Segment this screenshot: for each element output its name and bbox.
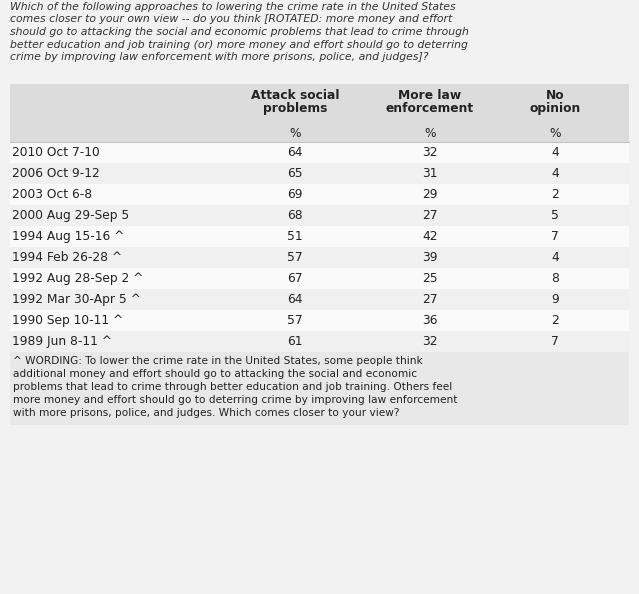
Text: 2: 2 <box>551 314 559 327</box>
Text: additional money and effort should go to attacking the social and economic: additional money and effort should go to… <box>13 369 417 379</box>
Text: Attack social: Attack social <box>250 89 339 102</box>
Text: Which of the following approaches to lowering the crime rate in the United State: Which of the following approaches to low… <box>10 2 456 12</box>
Text: 65: 65 <box>287 167 303 180</box>
Text: better education and job training (or) more money and effort should go to deterr: better education and job training (or) m… <box>10 39 468 49</box>
Text: 57: 57 <box>287 251 303 264</box>
Text: problems: problems <box>263 102 327 115</box>
Text: 1994 Aug 15-16 ^: 1994 Aug 15-16 ^ <box>12 230 125 243</box>
Text: 7: 7 <box>551 230 559 243</box>
Text: 5: 5 <box>551 209 559 222</box>
Text: 2006 Oct 9-12: 2006 Oct 9-12 <box>12 167 100 180</box>
Bar <box>10 268 629 289</box>
Text: 2003 Oct 6-8: 2003 Oct 6-8 <box>12 188 92 201</box>
Text: 27: 27 <box>422 209 438 222</box>
Bar <box>10 226 629 247</box>
Text: 68: 68 <box>287 209 303 222</box>
Text: 64: 64 <box>288 293 303 306</box>
Bar <box>10 352 629 425</box>
Text: 27: 27 <box>422 293 438 306</box>
Text: 31: 31 <box>422 167 438 180</box>
Text: 32: 32 <box>422 335 438 348</box>
Text: 57: 57 <box>287 314 303 327</box>
Text: 4: 4 <box>551 167 559 180</box>
Text: 32: 32 <box>422 146 438 159</box>
Text: 36: 36 <box>422 314 438 327</box>
Text: %: % <box>289 127 301 140</box>
Text: should go to attacking the social and economic problems that lead to crime throu: should go to attacking the social and ec… <box>10 27 469 37</box>
Bar <box>10 205 629 226</box>
Text: %: % <box>550 127 561 140</box>
Text: 2: 2 <box>551 188 559 201</box>
Text: 39: 39 <box>422 251 438 264</box>
Text: ^ WORDING: To lower the crime rate in the United States, some people think: ^ WORDING: To lower the crime rate in th… <box>13 356 422 366</box>
Text: 4: 4 <box>551 251 559 264</box>
Text: 69: 69 <box>288 188 303 201</box>
Bar <box>10 184 629 205</box>
Text: comes closer to your own view -- do you think [ROTATED: more money and effort: comes closer to your own view -- do you … <box>10 14 452 24</box>
Text: problems that lead to crime through better education and job training. Others fe: problems that lead to crime through bett… <box>13 382 452 392</box>
Text: 67: 67 <box>288 272 303 285</box>
Text: 8: 8 <box>551 272 559 285</box>
Text: More law: More law <box>398 89 461 102</box>
Text: more money and effort should go to deterring crime by improving law enforcement: more money and effort should go to deter… <box>13 395 458 405</box>
Text: 29: 29 <box>422 188 438 201</box>
Text: 4: 4 <box>551 146 559 159</box>
Text: No: No <box>546 89 564 102</box>
Bar <box>10 310 629 331</box>
Text: 2010 Oct 7-10: 2010 Oct 7-10 <box>12 146 100 159</box>
Bar <box>10 331 629 352</box>
Bar <box>10 247 629 268</box>
Bar <box>10 163 629 184</box>
Bar <box>10 289 629 310</box>
Text: %: % <box>424 127 436 140</box>
Text: enforcement: enforcement <box>386 102 474 115</box>
Text: 1989 Jun 8-11 ^: 1989 Jun 8-11 ^ <box>12 335 112 348</box>
Text: 7: 7 <box>551 335 559 348</box>
Text: 42: 42 <box>422 230 438 243</box>
Bar <box>10 84 629 142</box>
Text: 1992 Mar 30-Apr 5 ^: 1992 Mar 30-Apr 5 ^ <box>12 293 141 306</box>
Text: 61: 61 <box>288 335 303 348</box>
Text: 1994 Feb 26-28 ^: 1994 Feb 26-28 ^ <box>12 251 122 264</box>
Text: crime by improving law enforcement with more prisons, police, and judges]?: crime by improving law enforcement with … <box>10 52 429 62</box>
Text: 1990 Sep 10-11 ^: 1990 Sep 10-11 ^ <box>12 314 123 327</box>
Text: 9: 9 <box>551 293 559 306</box>
Text: opinion: opinion <box>529 102 581 115</box>
Text: 25: 25 <box>422 272 438 285</box>
Text: 2000 Aug 29-Sep 5: 2000 Aug 29-Sep 5 <box>12 209 129 222</box>
Text: with more prisons, police, and judges. Which comes closer to your view?: with more prisons, police, and judges. W… <box>13 408 399 418</box>
Text: 64: 64 <box>288 146 303 159</box>
Text: 51: 51 <box>287 230 303 243</box>
Bar <box>10 142 629 163</box>
Text: 1992 Aug 28-Sep 2 ^: 1992 Aug 28-Sep 2 ^ <box>12 272 143 285</box>
